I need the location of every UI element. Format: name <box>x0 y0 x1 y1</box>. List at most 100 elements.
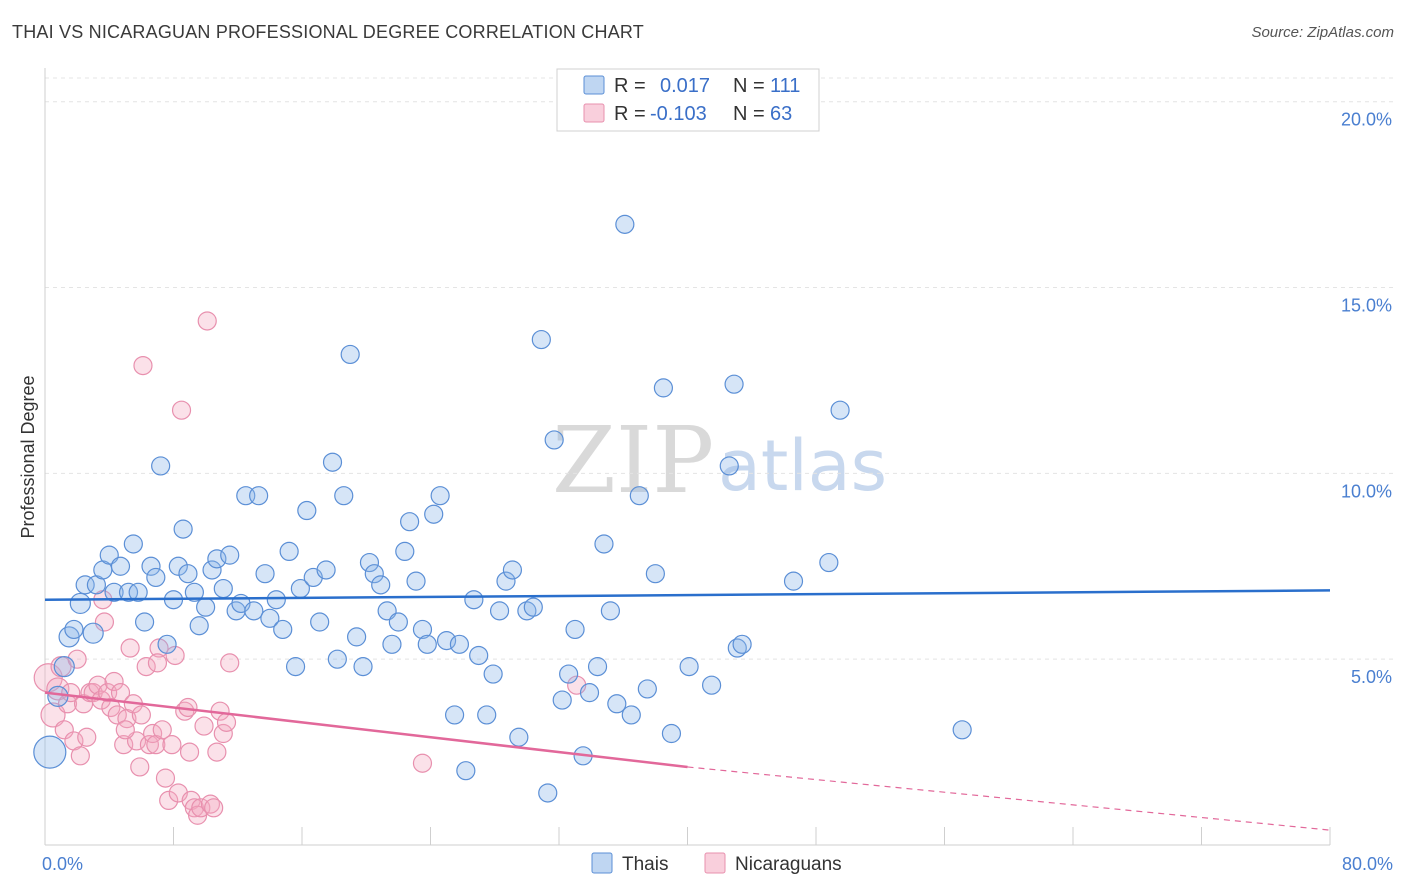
thais-point-26 <box>189 616 209 636</box>
nicaraguans-point-1 <box>40 702 66 728</box>
legend-n-value-nicaraguans: 63 <box>770 103 792 125</box>
watermark-atlas: atlas <box>718 425 887 507</box>
thais-point-2 <box>53 656 75 678</box>
thais-point-38 <box>260 608 280 628</box>
thais-point-107 <box>819 552 839 573</box>
thais-point-98 <box>653 378 674 398</box>
nicaraguans-point-35 <box>155 768 176 788</box>
thais-point-83 <box>544 430 564 450</box>
thais-point-4 <box>64 619 84 640</box>
y-tick-label-15: 15.0% <box>1341 296 1392 316</box>
nicaraguans-point-18 <box>101 697 121 718</box>
thais-point-80 <box>523 597 543 617</box>
nicaraguans-point-60 <box>179 742 200 762</box>
thais-point-74 <box>483 664 503 684</box>
thais-point-72 <box>469 645 489 666</box>
thais-point-25 <box>184 582 204 602</box>
thais-point-93 <box>615 214 635 234</box>
thais-point-84 <box>552 690 572 710</box>
thais-point-96 <box>637 679 657 699</box>
nicaraguans-point-61 <box>412 753 433 773</box>
thais-point-101 <box>701 675 722 695</box>
thais-point-78 <box>509 727 529 747</box>
bottom-legend-label-thais: Thais <box>622 854 668 875</box>
thais-point-29 <box>207 549 227 569</box>
trend-lines <box>44 589 1331 831</box>
thais-point-95 <box>629 486 649 506</box>
thais-point-108 <box>830 400 850 420</box>
thais-point-53 <box>353 657 373 677</box>
thais-point-50 <box>334 486 354 506</box>
nicaraguans-point-47 <box>194 716 214 736</box>
thais-point-44 <box>297 500 317 521</box>
nicaraguans-point-29 <box>136 657 156 677</box>
thais-point-5 <box>69 592 91 615</box>
watermark: ZIP atlas <box>552 407 887 514</box>
nicaraguans-point-4 <box>54 720 74 740</box>
nicaraguans-point-51 <box>207 742 227 762</box>
thais-point-89 <box>587 657 608 677</box>
watermark-zip: ZIP <box>552 407 714 514</box>
thais-point-61 <box>400 512 420 532</box>
source-credit: Source: ZipAtlas.com <box>1251 24 1394 41</box>
thais-points <box>33 214 972 803</box>
legend-r-value-thais: 0.017 <box>660 75 710 97</box>
nicaraguans-point-14 <box>88 675 108 695</box>
thais-point-47 <box>316 560 336 580</box>
bottom-legend: Thais Nicaraguans <box>591 852 842 875</box>
y-tick-label-5: 5.0% <box>1351 667 1392 687</box>
legend-n-label-nicaraguans: N = <box>733 103 765 125</box>
thais-point-36 <box>249 486 269 506</box>
chart-title: THAI VS NICARAGUAN PROFESSIONAL DEGREE C… <box>12 22 644 42</box>
thais-point-48 <box>322 452 343 472</box>
axes <box>44 68 1331 846</box>
thais-point-31 <box>220 545 240 565</box>
thais-point-81 <box>531 329 551 350</box>
nicaraguans-point-34 <box>152 720 172 740</box>
thais-point-73 <box>477 705 497 725</box>
thais-point-86 <box>565 619 585 640</box>
thais-point-46 <box>310 612 330 632</box>
thais-point-20 <box>157 634 177 654</box>
thais-point-65 <box>424 504 444 524</box>
thais-point-19 <box>151 456 171 476</box>
thais-point-88 <box>579 683 600 703</box>
nicaraguans-point-48 <box>197 311 217 331</box>
nicaraguans-point-54 <box>216 712 237 732</box>
thais-point-66 <box>430 486 450 506</box>
thais-point-99 <box>661 723 682 744</box>
thais-point-24 <box>178 564 198 584</box>
legend-swatch-nicaraguans <box>583 103 605 123</box>
thais-point-76 <box>496 571 516 591</box>
thais-point-60 <box>395 541 415 562</box>
thais-point-51 <box>340 344 360 365</box>
thais-point-91 <box>600 601 621 621</box>
thais-point-35 <box>244 601 264 621</box>
nicaraguans-point-22 <box>114 735 134 755</box>
legend-swatch-thais <box>583 75 605 95</box>
nicaraguans-point-24 <box>120 638 140 658</box>
nicaraguans-points <box>33 311 587 825</box>
nicaraguans-point-8 <box>67 649 87 669</box>
thais-point-41 <box>279 541 299 562</box>
thais-point-30 <box>213 578 233 599</box>
thais-point-54 <box>359 552 380 573</box>
nicaraguans-point-40 <box>171 400 192 420</box>
thais-point-12 <box>110 556 131 576</box>
thais-point-63 <box>412 619 433 640</box>
nicaraguans-point-41 <box>175 701 195 721</box>
thais-point-62 <box>406 571 426 591</box>
tick-labels: 5.0% 10.0% 15.0% 20.0% 0.0% 80.0% <box>42 110 1393 874</box>
legend-n-label-thais: N = <box>733 75 765 97</box>
trend-line-thais <box>44 589 1331 601</box>
thais-point-6 <box>75 575 95 595</box>
thais-point-11 <box>104 582 124 602</box>
nicaraguans-point-30 <box>139 735 160 755</box>
bottom-legend-label-nicaraguans: Nicaraguans <box>735 854 842 875</box>
thais-point-70 <box>456 761 476 781</box>
thais-point-0 <box>33 735 67 769</box>
thais-point-106 <box>783 571 804 591</box>
nicaraguans-point-49 <box>200 794 221 814</box>
nicaraguans-point-38 <box>165 645 185 666</box>
legend-n-value-thais: 111 <box>770 75 800 97</box>
